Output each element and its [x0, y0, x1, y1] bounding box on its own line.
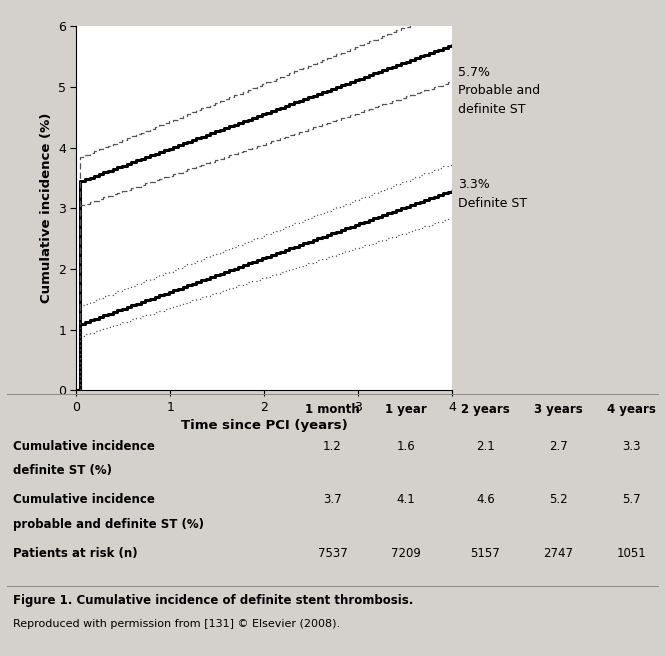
Text: probable and definite ST (%): probable and definite ST (%): [13, 518, 204, 531]
Y-axis label: Cumulative incidence (%): Cumulative incidence (%): [39, 113, 53, 304]
Text: 7209: 7209: [391, 547, 420, 560]
Text: 1.6: 1.6: [396, 440, 415, 453]
Text: 7537: 7537: [318, 547, 347, 560]
Text: 2 years: 2 years: [461, 403, 510, 417]
Text: Patients at risk (n): Patients at risk (n): [13, 547, 138, 560]
Text: 4.1: 4.1: [396, 493, 415, 506]
Text: 3.3%: 3.3%: [458, 178, 489, 191]
Text: definite ST: definite ST: [458, 103, 525, 116]
Text: 3.3: 3.3: [622, 440, 641, 453]
Text: 4 years: 4 years: [607, 403, 656, 417]
Text: 5.7%: 5.7%: [458, 66, 490, 79]
Text: 5.2: 5.2: [549, 493, 568, 506]
Text: 1 month: 1 month: [305, 403, 360, 417]
Text: Cumulative incidence: Cumulative incidence: [13, 440, 155, 453]
X-axis label: Time since PCI (years): Time since PCI (years): [181, 419, 348, 432]
Text: 3 years: 3 years: [534, 403, 583, 417]
Text: Reproduced with permission from [131] © Elsevier (2008).: Reproduced with permission from [131] © …: [13, 619, 340, 629]
Text: 3.7: 3.7: [323, 493, 342, 506]
Text: definite ST (%): definite ST (%): [13, 464, 112, 478]
Text: 5.7: 5.7: [622, 493, 641, 506]
Text: 2.1: 2.1: [476, 440, 495, 453]
Text: 1.2: 1.2: [323, 440, 342, 453]
Text: 1 year: 1 year: [385, 403, 426, 417]
Text: Definite ST: Definite ST: [458, 197, 527, 211]
Text: 2.7: 2.7: [549, 440, 568, 453]
Text: Probable and: Probable and: [458, 84, 540, 97]
Text: Figure 1. Cumulative incidence of definite stent thrombosis.: Figure 1. Cumulative incidence of defini…: [13, 594, 414, 607]
Text: 5157: 5157: [471, 547, 500, 560]
Text: Cumulative incidence: Cumulative incidence: [13, 493, 155, 506]
Text: 1051: 1051: [617, 547, 646, 560]
Text: 2747: 2747: [543, 547, 574, 560]
Text: 4.6: 4.6: [476, 493, 495, 506]
